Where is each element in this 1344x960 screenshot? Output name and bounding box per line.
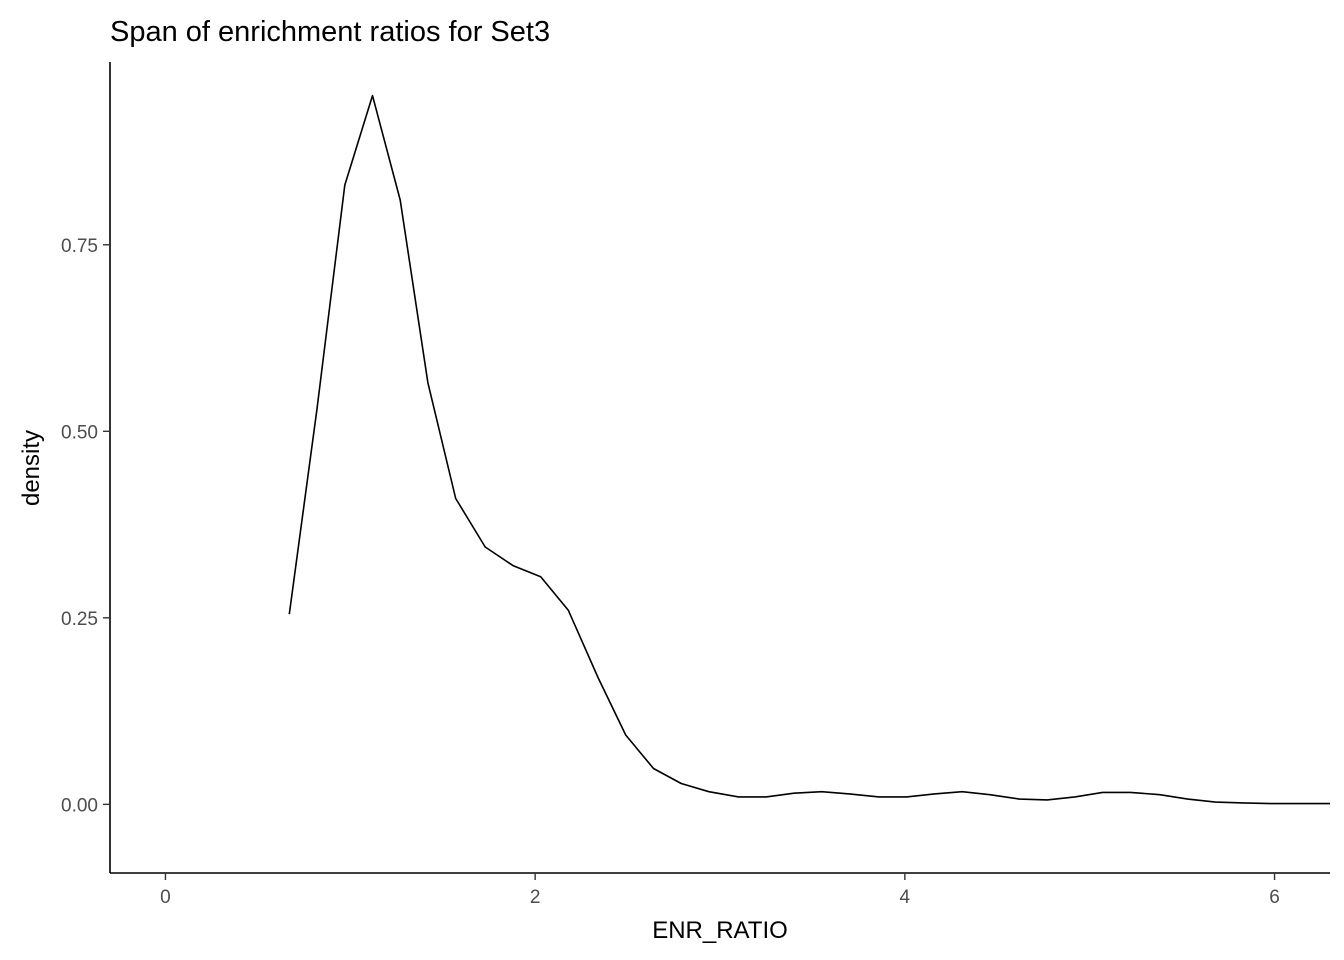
plot-area: 0 2 4 6 0.00 0.25 0.50 0.75 [61, 62, 1330, 908]
y-axis-title: density [18, 430, 45, 506]
y-tick-label: 0.00 [61, 795, 98, 816]
x-tick-label: 0 [160, 887, 171, 908]
y-tick-label: 0.75 [61, 236, 98, 257]
y-tick-label: 0.25 [61, 609, 98, 630]
x-axis-title: ENR_RATIO [652, 917, 788, 944]
x-tick-label: 4 [900, 887, 911, 908]
density-line [288, 94, 1330, 805]
y-tick-label: 0.50 [61, 422, 98, 443]
x-tick-label: 2 [530, 887, 541, 908]
chart-title: Span of enrichment ratios for Set3 [110, 16, 550, 48]
x-tick-label: 6 [1269, 887, 1280, 908]
